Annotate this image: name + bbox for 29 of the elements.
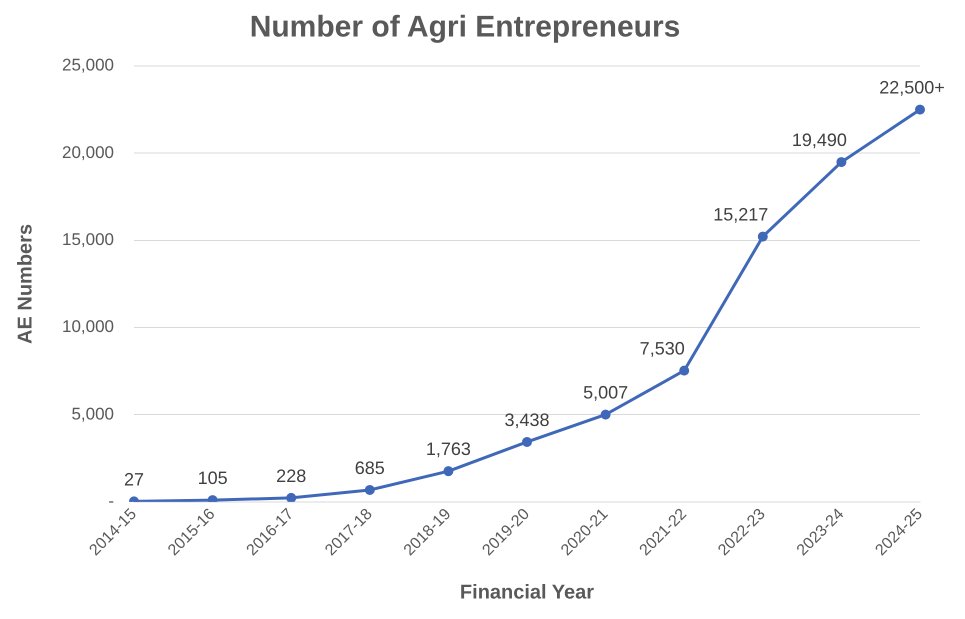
x-axis-title: Financial Year — [460, 582, 594, 604]
data-label: 22,500+ — [879, 78, 945, 98]
data-label: 685 — [354, 458, 385, 478]
point — [443, 466, 454, 476]
chart-title: Number of Agri Entrepreneurs — [250, 10, 680, 44]
y-tick-label: 20,000 — [62, 142, 114, 162]
data-label: 19,490 — [792, 130, 847, 150]
point — [286, 492, 296, 502]
y-tick-label: 5,000 — [71, 404, 114, 424]
y-axis-title: AE Numbers — [14, 224, 37, 344]
point — [915, 104, 925, 115]
point — [836, 157, 846, 168]
data-label: 3,438 — [504, 410, 550, 430]
point — [600, 410, 611, 420]
point — [679, 366, 690, 376]
point — [364, 484, 375, 495]
data-label: 7,530 — [640, 338, 685, 359]
data-label: 105 — [198, 468, 228, 488]
data-label: 15,217 — [713, 204, 768, 225]
y-tick-label: 15,000 — [62, 230, 114, 250]
y-tick-label: - — [108, 492, 114, 511]
y-tick-label: 25,000 — [62, 56, 114, 75]
data-label: 228 — [276, 466, 306, 486]
point — [522, 436, 532, 447]
data-label: 5,007 — [583, 382, 628, 403]
data-label: 27 — [124, 469, 144, 490]
point — [758, 232, 768, 242]
y-tick-label: 10,000 — [62, 317, 114, 336]
data-label: 1,763 — [426, 439, 471, 460]
